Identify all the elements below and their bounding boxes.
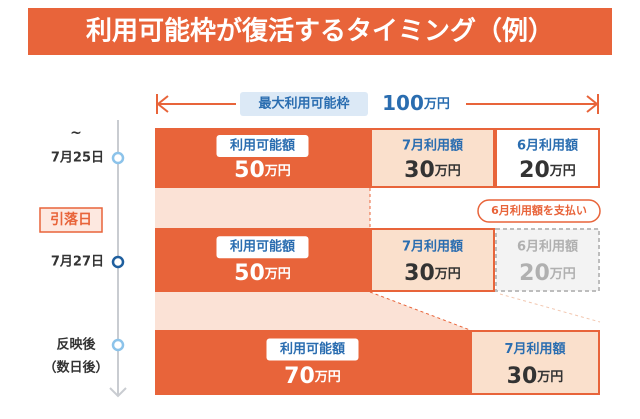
date-marker: ~ [70, 125, 82, 141]
segment-label: 7月利用額 [402, 138, 463, 154]
title: 利用可能枠が復活するタイミング（例） [86, 16, 554, 47]
amount-number: 20 [519, 261, 550, 286]
amount-unit: 万円 [434, 267, 461, 282]
timeline-arrow [109, 387, 127, 398]
amount-unit: 万円 [434, 164, 461, 179]
label-chip [216, 135, 309, 157]
amount-unit: 万円 [549, 164, 576, 179]
segment [495, 128, 600, 188]
timeline-dot [111, 151, 125, 165]
segment [470, 330, 600, 395]
segment-amount: 30万円 [404, 261, 461, 286]
amount-number: 50 [234, 261, 265, 286]
segment-label: 7月利用額 [504, 341, 565, 357]
amount-number: 30 [404, 158, 435, 183]
segment-amount: 70万円 [284, 364, 341, 389]
segment-label: 6月利用額 [517, 239, 578, 255]
tag: 引落日 [50, 211, 92, 228]
segment-label: 利用可能額 [280, 341, 345, 357]
date: 7月25日 [51, 151, 104, 166]
segment-label: 利用可能額 [230, 239, 295, 255]
segments: 利用可能額50万円7月利用額30万円6月利用額20万円利用可能額50万円7月利用… [155, 128, 600, 395]
date: 反映後 [56, 337, 96, 353]
limit-number: 100 [382, 91, 424, 115]
segment [370, 228, 495, 292]
timeline-dot [111, 338, 125, 352]
amount-unit: 万円 [314, 369, 341, 384]
label-chip [216, 236, 309, 259]
segment-amount: 20万円 [519, 158, 576, 183]
note: 6月利用額を支払い [491, 203, 587, 217]
segment [495, 228, 600, 292]
limit-label-box [240, 92, 368, 116]
date: 7月27日 [51, 255, 104, 270]
connector-line [499, 293, 601, 323]
limit-amount: 100万円 [382, 91, 450, 115]
date-sub: （数日後） [43, 360, 108, 376]
connector [155, 188, 370, 228]
segment-label: 7月利用額 [402, 239, 463, 255]
title-banner [28, 8, 612, 55]
segment-amount: 50万円 [234, 261, 291, 286]
timeline-dot [111, 255, 125, 269]
segment-amount: 30万円 [507, 364, 564, 389]
amount-number: 20 [519, 158, 550, 183]
segment-amount: 50万円 [234, 158, 291, 183]
note-box [477, 199, 601, 223]
segment-amount: 20万円 [519, 261, 576, 286]
label-chip [266, 338, 359, 361]
tag-box [39, 207, 103, 233]
amount-number: 50 [234, 158, 265, 183]
limit-arrow [156, 94, 599, 114]
segment-label: 利用可能額 [230, 138, 295, 154]
amount-unit: 万円 [264, 164, 291, 179]
amount-number: 30 [507, 364, 538, 389]
amount-unit: 万円 [549, 267, 576, 282]
amount-unit: 万円 [536, 369, 563, 384]
amount-unit: 万円 [264, 267, 291, 282]
limit-label: 最大利用可能枠 [258, 96, 349, 112]
amount-number: 30 [404, 261, 435, 286]
amount-number: 70 [284, 364, 315, 389]
connector [155, 292, 470, 330]
segment-label: 6月利用額 [517, 138, 578, 154]
limit-unit: 万円 [423, 97, 450, 112]
segment-amount: 30万円 [404, 158, 461, 183]
segment [370, 128, 495, 188]
